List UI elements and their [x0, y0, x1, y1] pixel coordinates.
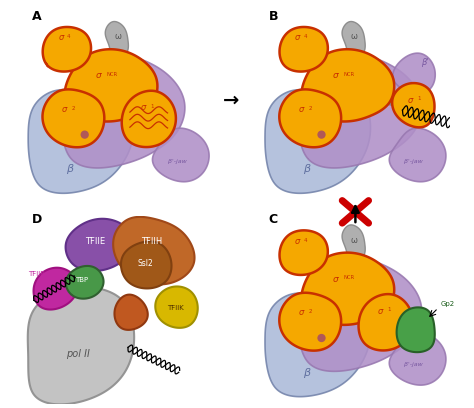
- Polygon shape: [342, 225, 365, 263]
- Polygon shape: [122, 91, 176, 147]
- Text: 1: 1: [387, 307, 391, 312]
- Text: NCR: NCR: [106, 72, 118, 77]
- Polygon shape: [155, 286, 198, 328]
- Text: Ssl2: Ssl2: [137, 259, 153, 268]
- Polygon shape: [342, 22, 365, 60]
- Text: TFIIK: TFIIK: [167, 305, 184, 311]
- Polygon shape: [301, 253, 394, 325]
- Polygon shape: [265, 293, 371, 397]
- Polygon shape: [358, 294, 413, 350]
- Text: σ: σ: [295, 237, 301, 246]
- Polygon shape: [65, 219, 131, 271]
- Polygon shape: [34, 268, 78, 310]
- Polygon shape: [299, 257, 422, 371]
- Text: 2: 2: [308, 309, 312, 314]
- Text: β: β: [303, 164, 310, 174]
- Text: ω: ω: [351, 32, 358, 41]
- Text: 1: 1: [418, 96, 421, 101]
- Text: σ: σ: [295, 33, 301, 42]
- Text: σ: σ: [62, 105, 67, 114]
- Polygon shape: [389, 128, 446, 182]
- Polygon shape: [115, 295, 148, 330]
- Circle shape: [81, 131, 89, 139]
- Text: σ: σ: [333, 71, 338, 80]
- Polygon shape: [105, 22, 128, 60]
- Text: 1: 1: [151, 104, 154, 109]
- Text: σ: σ: [299, 308, 304, 317]
- Text: TBP: TBP: [75, 277, 89, 282]
- Text: β': β': [421, 58, 429, 67]
- Text: A: A: [32, 10, 42, 23]
- Polygon shape: [280, 231, 328, 275]
- Polygon shape: [392, 83, 435, 127]
- Text: β: β: [66, 164, 73, 174]
- Circle shape: [318, 131, 326, 139]
- Text: σ: σ: [408, 95, 413, 104]
- Text: TFIIB: TFIIB: [28, 271, 45, 277]
- Polygon shape: [43, 27, 91, 71]
- Polygon shape: [389, 332, 446, 385]
- Text: σ: σ: [141, 103, 146, 112]
- Text: σ: σ: [58, 33, 64, 42]
- Text: σ: σ: [299, 105, 304, 114]
- Circle shape: [318, 334, 326, 342]
- Text: B: B: [269, 10, 278, 23]
- Polygon shape: [153, 128, 209, 182]
- Text: NCR: NCR: [343, 275, 354, 280]
- Text: σ: σ: [378, 306, 383, 315]
- Polygon shape: [113, 217, 194, 284]
- Polygon shape: [64, 49, 157, 122]
- Text: ω: ω: [351, 235, 358, 244]
- Polygon shape: [28, 287, 134, 404]
- Polygon shape: [62, 53, 185, 168]
- Polygon shape: [393, 53, 435, 93]
- Text: 4: 4: [304, 237, 307, 243]
- Text: NCR: NCR: [343, 72, 354, 77]
- Polygon shape: [301, 49, 394, 122]
- Text: ω: ω: [114, 32, 121, 41]
- Text: 2: 2: [72, 106, 75, 111]
- Text: 4: 4: [67, 34, 70, 39]
- Polygon shape: [43, 89, 104, 147]
- Text: 2: 2: [308, 106, 312, 111]
- Text: β'-jaw: β'-jaw: [404, 362, 423, 367]
- Text: C: C: [269, 213, 278, 226]
- Polygon shape: [121, 242, 172, 288]
- Text: 4: 4: [304, 34, 307, 39]
- Text: pol II: pol II: [66, 349, 90, 359]
- Polygon shape: [28, 90, 134, 193]
- Polygon shape: [397, 307, 435, 352]
- Polygon shape: [280, 27, 328, 71]
- Text: TFIIE: TFIIE: [85, 237, 105, 246]
- Text: β: β: [303, 368, 310, 378]
- Polygon shape: [265, 90, 371, 193]
- Text: σ: σ: [96, 71, 102, 80]
- Text: TFIIH: TFIIH: [141, 237, 163, 246]
- Text: Gp2: Gp2: [440, 301, 454, 307]
- Text: β'-jaw: β'-jaw: [404, 159, 423, 164]
- Text: β'-jaw: β'-jaw: [168, 159, 186, 164]
- Text: σ: σ: [333, 275, 338, 284]
- Polygon shape: [299, 53, 422, 168]
- Text: →: →: [223, 91, 239, 109]
- Polygon shape: [279, 293, 341, 350]
- Polygon shape: [279, 89, 341, 147]
- Text: D: D: [32, 213, 42, 226]
- Polygon shape: [66, 266, 103, 299]
